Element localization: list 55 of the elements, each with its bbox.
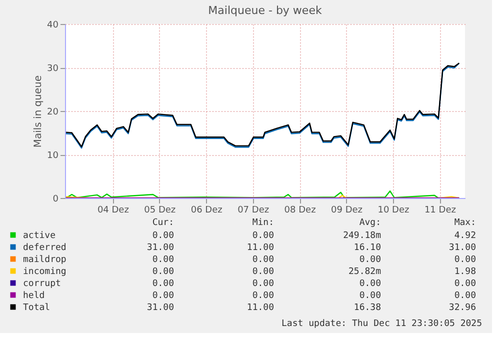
- y-tick-label: 40: [47, 20, 59, 30]
- legend-label: Total: [23, 303, 50, 313]
- text: 31.00: [146, 243, 174, 253]
- text: 0.00: [359, 255, 381, 265]
- legend-label: maildrop: [23, 255, 66, 265]
- text: 11.00: [246, 303, 274, 313]
- x-tick-label: 05 Dez: [144, 206, 176, 216]
- text: 0.00: [152, 267, 174, 277]
- text: 0.00: [152, 279, 174, 289]
- y-tick-label: 30: [47, 64, 59, 74]
- text: 0.00: [252, 231, 274, 241]
- y-tick-label: 20: [47, 108, 59, 118]
- text: 0.00: [152, 291, 174, 301]
- text: 0.00: [359, 291, 381, 301]
- y-axis-title: Mails in queue: [33, 75, 44, 148]
- text: 0.00: [252, 267, 274, 277]
- y-tick-label: 0: [52, 194, 59, 204]
- x-tick-label: 04 Dez: [97, 206, 130, 216]
- text: 0.00: [252, 291, 274, 301]
- legend-label: incoming: [23, 267, 66, 277]
- text: 0.00: [252, 255, 274, 265]
- legend-label: deferred: [23, 243, 66, 253]
- text: Avg:: [359, 218, 381, 228]
- text: Max:: [454, 218, 476, 228]
- text: 0.00: [454, 291, 476, 301]
- text: 32.96: [448, 303, 476, 313]
- y-tick-label: 10: [47, 151, 59, 161]
- text: 249.18m: [343, 231, 381, 241]
- text: 11.00: [246, 243, 274, 253]
- text: Cur:: [152, 218, 174, 228]
- legend-label: held: [23, 291, 45, 301]
- legend-label: active: [23, 231, 56, 241]
- text: 4.92: [454, 231, 476, 241]
- text: 0.00: [152, 255, 174, 265]
- text: 0.00: [252, 279, 274, 289]
- text: 0.00: [359, 279, 381, 289]
- text: 1.98: [454, 267, 476, 277]
- text: 16.10: [354, 243, 381, 253]
- text: Min:: [252, 218, 274, 228]
- text: 31.00: [448, 243, 476, 253]
- x-tick-label: 09 Dez: [331, 206, 363, 216]
- text: 0.00: [152, 231, 174, 241]
- text: 0.00: [454, 255, 476, 265]
- chart-title: Mailqueue - by week: [208, 4, 322, 17]
- text: 31.00: [146, 303, 174, 313]
- text: 0.00: [454, 279, 476, 289]
- text: 16.38: [354, 303, 381, 313]
- x-tick-label: 06 Dez: [190, 206, 223, 216]
- legend-label: corrupt: [23, 279, 61, 289]
- x-tick-label: 08 Dez: [284, 206, 316, 216]
- text: 25.82m: [348, 267, 381, 277]
- text: Last update: Thu Dec 11 23:30:05 2025: [282, 319, 482, 329]
- x-tick-label: 07 Dez: [238, 206, 270, 216]
- x-tick-label: 11 Dez: [424, 206, 456, 216]
- x-tick-label: 10 Dez: [378, 206, 410, 216]
